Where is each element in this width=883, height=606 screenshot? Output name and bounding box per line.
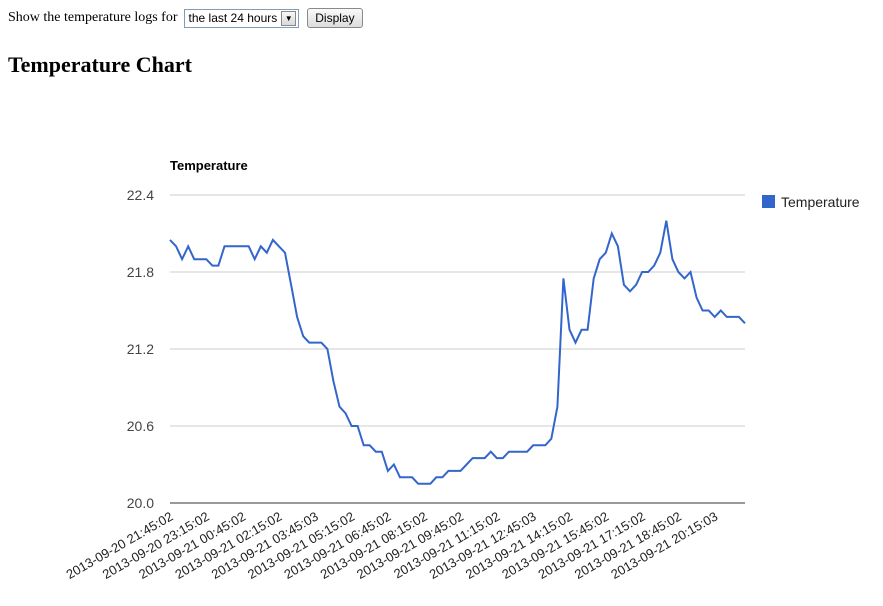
legend-swatch [762,195,775,208]
series-line-temperature [169,220,746,485]
filter-controls: Show the temperature logs for the last 2… [8,8,363,28]
y-axis-labels: 20.0 20.6 21.2 21.8 22.4 [127,187,154,511]
chart-title: Temperature [170,158,248,173]
display-button[interactable]: Display [307,8,363,28]
dropdown-arrow-icon[interactable]: ▼ [281,10,297,26]
gridlines [170,194,745,427]
filter-prompt: Show the temperature logs for [8,10,178,25]
page-title: Temperature Chart [8,52,192,77]
time-range-select[interactable]: the last 24 hours ▼ [183,8,300,28]
time-range-value: the last 24 hours [188,11,278,25]
y-tick-label: 20.0 [127,495,154,511]
y-tick-label: 21.2 [127,341,154,357]
y-tick-label: 22.4 [127,187,154,203]
chart-legend: Temperature [762,194,860,210]
y-tick-label: 21.8 [127,264,154,280]
legend-label-temperature: Temperature [781,194,860,210]
y-tick-label: 20.6 [127,418,154,434]
